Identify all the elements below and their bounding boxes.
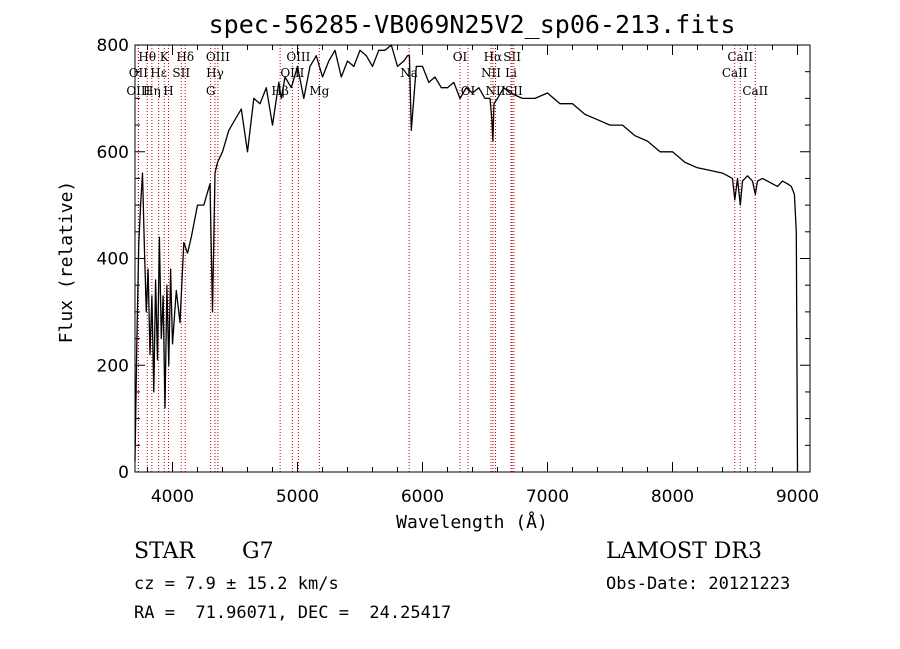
x-axis-label: Wavelength (Å): [396, 511, 548, 533]
coordinates: RA = 71.96071, DEC = 24.25417: [134, 603, 452, 623]
plot-frame: [134, 44, 811, 473]
y-tick-label: 400: [97, 250, 129, 270]
marker-label: SII: [503, 50, 521, 64]
x-tick-label: 5000: [276, 487, 319, 507]
observation-date: Obs-Date: 20121223: [606, 574, 791, 594]
x-tick-label: 8000: [651, 487, 694, 507]
x-tick-label: 7000: [526, 487, 569, 507]
x-tick-label: 6000: [401, 487, 444, 507]
marker-label: OIII: [280, 66, 304, 80]
marker-label: SII: [505, 84, 523, 98]
marker-label: H: [163, 84, 173, 98]
marker-label: NII: [481, 66, 501, 80]
marker-label: K: [160, 50, 170, 64]
marker-label: Hδ: [176, 50, 194, 64]
y-tick-label: 200: [97, 356, 129, 376]
marker-label: SII: [172, 66, 190, 80]
marker-label: G: [206, 84, 216, 98]
marker-label: Li: [505, 66, 517, 80]
y-tick-label: 800: [97, 36, 129, 56]
marker-label: CaII: [742, 84, 768, 98]
marker-label: CaII: [722, 66, 748, 80]
object-subclass: G7: [242, 539, 274, 564]
spectrum-line: [134, 44, 799, 473]
y-tick-label: 0: [118, 463, 129, 483]
marker-label: OIII: [126, 84, 150, 98]
marker-label: Hε: [150, 66, 167, 80]
marker-label: Hη: [143, 84, 161, 98]
marker-label: OI: [461, 84, 476, 98]
marker-label: Hα: [484, 50, 503, 64]
marker-label: OIII: [286, 50, 310, 64]
redshift-cz: cz = 7.9 ± 15.2 km/s: [134, 574, 339, 594]
object-type: STAR: [134, 539, 195, 564]
marker-label: Hθ: [138, 50, 156, 64]
survey-release: LAMOST DR3: [606, 539, 762, 564]
marker-label: OI: [453, 50, 468, 64]
marker-label: OIII: [206, 50, 230, 64]
x-tick-label: 4000: [151, 487, 194, 507]
marker-label: Na: [400, 66, 418, 80]
y-axis-label: Flux (relative): [56, 181, 77, 344]
chart-title: spec-56285-VB069N25V2_sp06-213.fits: [209, 10, 736, 39]
axes: 4000 5000 6000 7000 8000 9000 0 200 400 600 800: [97, 36, 820, 507]
marker-label: CaII: [727, 50, 753, 64]
y-tick-label: 600: [97, 143, 129, 163]
marker-label: Mg: [309, 84, 329, 98]
marker-label: NII: [486, 84, 506, 98]
marker-label: Hγ: [206, 66, 224, 80]
x-tick-label: 9000: [776, 487, 819, 507]
spectrum-series: [134, 44, 799, 473]
